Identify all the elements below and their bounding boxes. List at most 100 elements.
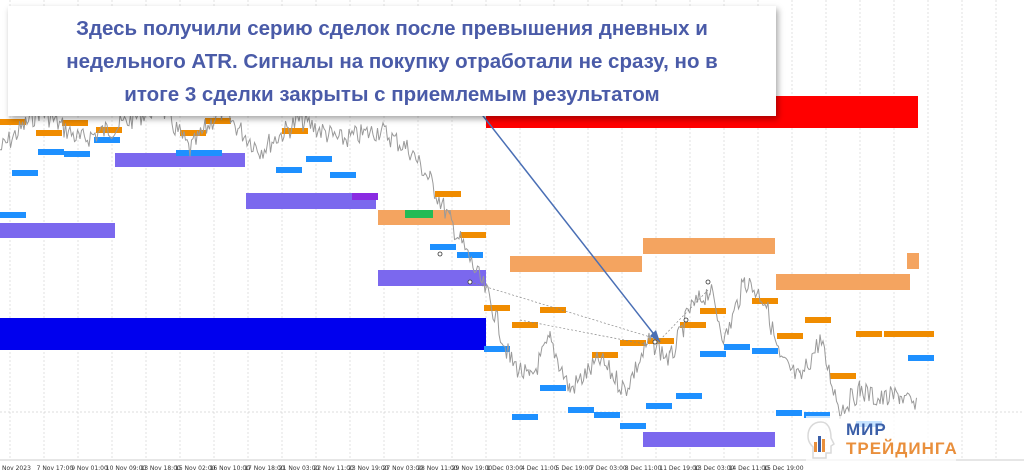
blue-level: [306, 156, 332, 162]
purple-zone: [246, 193, 376, 209]
x-tick-label: 8 Dec 11:00: [625, 465, 662, 472]
logo-title: МИР: [846, 420, 887, 439]
x-tick-label: 22 Nov 11:00: [313, 465, 354, 472]
trade-line: [519, 319, 651, 346]
orange-zone: [643, 238, 775, 254]
x-tick-label: 16 Nov 10:00: [210, 465, 251, 472]
blue-level: [724, 344, 750, 350]
orange-level: [830, 373, 856, 379]
x-tick-label: 15 Dec 19:00: [763, 465, 804, 472]
orange-level: [680, 322, 706, 328]
blue-level: [484, 346, 510, 352]
annotation-text: Здесь получили серию сделок после превыш…: [66, 16, 718, 106]
blue-level: [176, 150, 202, 156]
blue-level: [12, 170, 38, 176]
orange-level: [908, 331, 934, 337]
trade-marker: [683, 317, 689, 323]
trade-marker: [437, 251, 443, 257]
x-tick-label: 29 Nov 19:00: [452, 465, 493, 472]
orange-level: [777, 333, 803, 339]
x-tick-label: 23 Nov 19:00: [348, 465, 389, 472]
orange-level: [205, 118, 231, 124]
blue-level: [540, 385, 566, 391]
orange-zone: [776, 274, 910, 290]
x-tick-label: 4 Dec 11:00: [521, 465, 558, 472]
orange-level: [648, 338, 674, 344]
orange-zone: [378, 210, 510, 225]
blue-level: [276, 167, 302, 173]
blue-level: [512, 414, 538, 420]
orange-level: [435, 191, 461, 197]
blue-level: [64, 151, 90, 157]
violet-level: [352, 193, 378, 200]
orange-level: [180, 130, 206, 136]
price-series-line: [0, 96, 917, 420]
blue-level: [776, 410, 802, 416]
x-tick-label: 11 Dec 19:00: [659, 465, 700, 472]
orange-level: [752, 298, 778, 304]
blue-level: [620, 423, 646, 429]
orange-zone: [907, 253, 919, 269]
blue-level: [457, 252, 483, 258]
orange-level: [484, 305, 510, 311]
x-tick-label: Nov 2023: [2, 465, 31, 472]
orange-level: [0, 119, 26, 125]
x-tick-label: 5 Dec 19:00: [556, 465, 593, 472]
orange-level: [36, 130, 62, 136]
blue-level: [196, 150, 222, 156]
x-tick-label: 7 Nov 17:00: [37, 465, 74, 472]
orange-level: [512, 322, 538, 328]
blue-level: [594, 412, 620, 418]
orange-level: [620, 340, 646, 346]
x-tick-label: 9 Nov 01:00: [71, 465, 108, 472]
price-layer: [0, 96, 917, 420]
x-tick-label: 13 Nov 18:00: [140, 465, 181, 472]
zone-layer: [0, 96, 934, 447]
blue-level: [908, 355, 934, 361]
orange-level: [96, 127, 122, 133]
blue-level: [0, 212, 26, 218]
trade-marker: [467, 279, 473, 285]
orange-level: [592, 352, 618, 358]
x-tick-label: 1 Dec 03:00: [486, 465, 523, 472]
orange-level: [884, 331, 910, 337]
logo: МИР ТРЕЙДИНГА: [806, 416, 958, 466]
logo-subtitle: ТРЕЙДИНГА: [846, 439, 958, 458]
annotation-callout: Здесь получили серию сделок после превыш…: [8, 6, 776, 116]
x-tick-label: 10 Nov 09:00: [106, 465, 147, 472]
blue-level: [330, 172, 356, 178]
support-zone: [0, 318, 486, 350]
head-chart-icon: [807, 421, 835, 459]
purple-zone: [378, 270, 486, 286]
trade-marker: [652, 339, 658, 345]
purple-zone: [115, 153, 245, 167]
orange-level: [856, 331, 882, 337]
blue-level: [568, 407, 594, 413]
blue-level: [646, 403, 672, 409]
x-tick-label: 21 Nov 03:00: [279, 465, 320, 472]
blue-level: [676, 393, 702, 399]
blue-level: [94, 137, 120, 143]
x-tick-label: 7 Dec 03:00: [590, 465, 627, 472]
blue-level: [752, 348, 778, 354]
blue-level: [700, 351, 726, 357]
x-tick-label: 28 Nov 11:00: [417, 465, 458, 472]
purple-zone: [643, 432, 775, 447]
x-tick-label: 13 Dec 03:00: [694, 465, 735, 472]
orange-level: [460, 232, 486, 238]
arrow-layer: [479, 111, 661, 343]
purple-zone: [0, 223, 115, 238]
blue-level: [804, 412, 830, 418]
x-tick-label: 14 Dec 11:00: [729, 465, 770, 472]
orange-level: [282, 128, 308, 134]
trade-line: [469, 281, 661, 341]
annotation-arrow: [479, 111, 661, 343]
orange-level: [805, 317, 831, 323]
x-tick-label: 15 Nov 02:00: [175, 465, 216, 472]
orange-level: [62, 120, 88, 126]
blue-level: [38, 149, 64, 155]
green-level: [405, 210, 433, 218]
trade-line: [659, 289, 709, 341]
